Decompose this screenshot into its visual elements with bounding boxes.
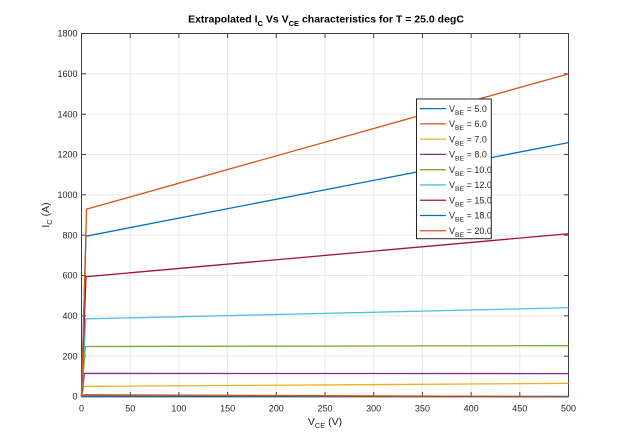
svg-text:600: 600 — [62, 271, 77, 281]
svg-text:0: 0 — [79, 404, 84, 414]
svg-text:400: 400 — [62, 311, 77, 321]
svg-text:800: 800 — [62, 230, 77, 240]
svg-text:0: 0 — [72, 392, 77, 402]
svg-text:250: 250 — [317, 404, 332, 414]
svg-text:450: 450 — [512, 404, 527, 414]
svg-text:200: 200 — [269, 404, 284, 414]
svg-text:1800: 1800 — [57, 29, 77, 39]
svg-text:100: 100 — [171, 404, 186, 414]
svg-text:VCE (V): VCE (V) — [308, 416, 342, 430]
svg-text:200: 200 — [62, 351, 77, 361]
svg-text:1400: 1400 — [57, 109, 77, 119]
svg-text:300: 300 — [366, 404, 381, 414]
svg-text:400: 400 — [464, 404, 479, 414]
svg-text:Extrapolated IC Vs VCE charact: Extrapolated IC Vs VCE characteristics f… — [188, 14, 464, 29]
svg-text:1000: 1000 — [57, 190, 77, 200]
svg-text:50: 50 — [125, 404, 135, 414]
svg-text:1200: 1200 — [57, 150, 77, 160]
svg-text:350: 350 — [415, 404, 430, 414]
svg-text:500: 500 — [561, 404, 576, 414]
svg-text:150: 150 — [220, 404, 235, 414]
svg-text:1600: 1600 — [57, 69, 77, 79]
